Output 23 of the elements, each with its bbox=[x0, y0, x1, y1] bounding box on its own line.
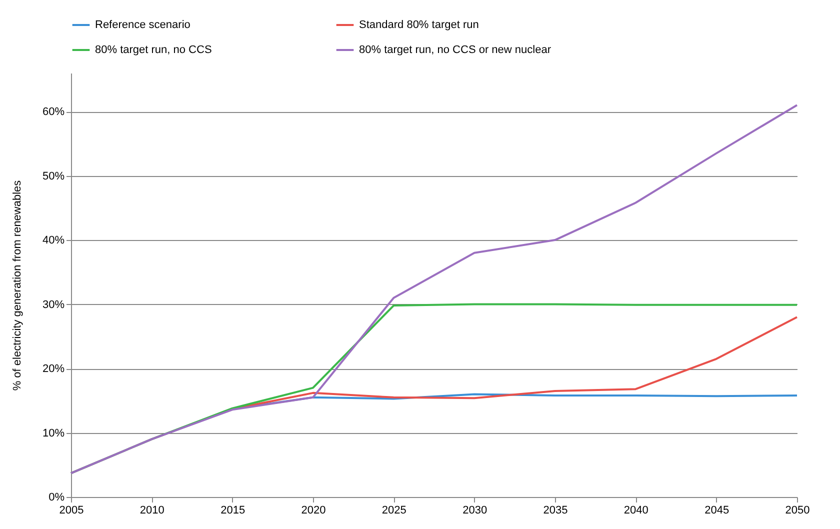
x-tick-label: 2005 bbox=[59, 504, 84, 516]
y-tick-label: 60% bbox=[42, 106, 65, 118]
y-tick-label: 10% bbox=[42, 427, 65, 440]
x-tick-label: 2040 bbox=[624, 504, 648, 516]
x-tick-label: 2015 bbox=[220, 504, 246, 516]
y-tick-label: 30% bbox=[42, 298, 65, 311]
legend-label: Reference scenario bbox=[95, 19, 190, 31]
x-tick-label: 2030 bbox=[462, 504, 488, 516]
x-tick-label: 2050 bbox=[785, 504, 810, 516]
x-tick-label: 2025 bbox=[382, 504, 406, 516]
line-series bbox=[70, 104, 798, 474]
legend-label: Standard 80% target run bbox=[359, 19, 479, 31]
x-tick-label: 2045 bbox=[704, 504, 730, 516]
x-tick-label: 2020 bbox=[301, 504, 326, 516]
y-tick-label: 0% bbox=[48, 492, 65, 504]
legend-label: 80% target run, no CCS or new nuclear bbox=[359, 44, 552, 56]
x-tick-label: 2010 bbox=[140, 504, 164, 516]
legend-label: 80% target run, no CCS bbox=[95, 44, 212, 56]
y-tick-label: 20% bbox=[42, 363, 65, 376]
y-tick-label: 40% bbox=[42, 234, 65, 247]
x-tick-label: 2035 bbox=[543, 504, 568, 516]
y-tick-label: 50% bbox=[42, 170, 65, 182]
y-axis-title: % of electricity generation from renewables bbox=[11, 180, 24, 391]
